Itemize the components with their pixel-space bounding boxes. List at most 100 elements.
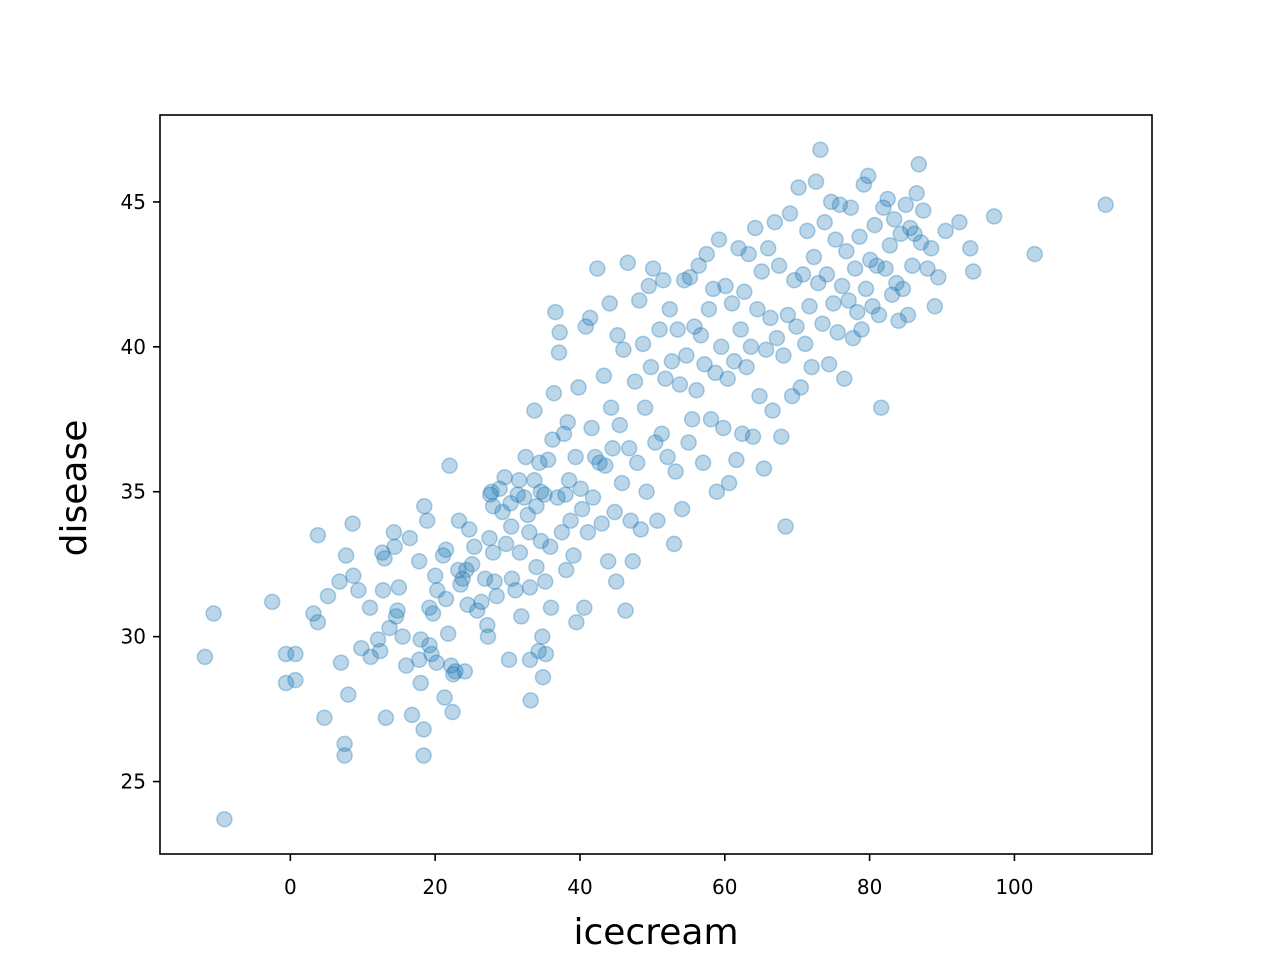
scatter-point: [846, 260, 864, 277]
scatter-point: [844, 329, 862, 347]
scatter-point: [537, 645, 555, 663]
y-tick-label: 40: [121, 335, 146, 359]
scatter-point: [536, 573, 554, 590]
scatter-point: [557, 561, 575, 579]
scatter-point: [683, 411, 701, 428]
scatter-point: [429, 582, 446, 599]
scatter-point: [914, 202, 932, 219]
scatter-point: [344, 515, 361, 532]
scatter-point: [579, 524, 597, 541]
scatter-point: [586, 448, 604, 466]
scatter-point: [636, 399, 654, 416]
scatter-point: [838, 242, 855, 260]
scatter-point: [788, 318, 805, 335]
scatter-point: [593, 515, 610, 532]
scatter-point: [859, 167, 877, 185]
scatter-point: [332, 654, 350, 671]
scatter-point: [497, 535, 515, 553]
scatter-point: [557, 486, 574, 503]
scatter-point: [567, 448, 584, 466]
scatter-point: [937, 222, 954, 240]
scatter-point: [460, 521, 478, 538]
scatter-point: [985, 208, 1003, 225]
scatter-point: [442, 657, 460, 674]
scatter-point: [376, 550, 393, 567]
scatter-point: [744, 428, 762, 445]
scatter-point: [415, 747, 432, 764]
scatter-point: [526, 471, 543, 489]
scatter-point: [507, 582, 524, 599]
scatter-point: [387, 608, 405, 625]
scatter-point: [316, 709, 333, 727]
scatter-point: [481, 529, 498, 547]
scatter-point: [640, 277, 658, 295]
scatter-point: [665, 535, 683, 553]
scatter-point: [820, 355, 838, 373]
scatter-point: [532, 532, 550, 550]
scatter-point: [515, 489, 533, 506]
scatter-point: [589, 260, 606, 277]
scatter-point: [904, 257, 921, 274]
scatter-point: [790, 179, 807, 196]
scatter-point: [386, 538, 403, 556]
scatter-point: [644, 260, 662, 277]
scatter-point: [855, 176, 873, 193]
scatter-point: [654, 271, 672, 289]
scatter-point: [620, 440, 638, 457]
y-tick-label: 35: [121, 480, 146, 504]
scatter-point: [749, 300, 766, 318]
scatter-point: [456, 663, 474, 680]
scatter-point: [681, 269, 699, 286]
scatter-point: [617, 602, 634, 619]
scatter-point: [581, 309, 599, 327]
scatter-point: [528, 497, 545, 515]
scatter-point: [770, 257, 788, 274]
scatter-point: [551, 324, 568, 341]
scatter-point: [361, 599, 379, 616]
scatter-point: [667, 463, 684, 480]
scatter-point: [544, 431, 561, 448]
scatter-point: [725, 353, 743, 370]
scatter-point: [503, 570, 521, 587]
scatter-point: [796, 335, 814, 353]
scatter-point: [436, 689, 453, 706]
scatter-point: [488, 587, 505, 605]
scatter-point: [340, 686, 357, 703]
scatter-point: [550, 344, 568, 361]
scatter-point: [599, 553, 617, 570]
scatter-point: [418, 512, 436, 529]
scatter-point: [522, 692, 539, 709]
scatter-point: [604, 440, 621, 457]
scatter-point: [801, 298, 818, 315]
scatter-point: [659, 448, 676, 466]
scatter-point: [894, 280, 912, 298]
scatter-point: [401, 529, 419, 547]
scatter-point: [560, 471, 578, 489]
scatter-point: [502, 495, 519, 512]
scatter-point: [336, 747, 353, 764]
scatter-point: [452, 576, 469, 593]
scatter-point: [773, 428, 790, 445]
scatter-point: [459, 596, 476, 614]
scatter-point: [853, 321, 870, 338]
scatter-point: [445, 666, 462, 683]
x-tick-label: 20: [422, 875, 447, 899]
scatter-point: [479, 616, 496, 634]
scatter-point: [424, 605, 442, 622]
scatter-point: [486, 573, 503, 590]
scatter-point: [439, 625, 457, 642]
scatter-point: [827, 231, 844, 248]
scatter-point: [410, 553, 428, 570]
scatter-point: [632, 521, 650, 538]
scatter-point: [628, 454, 646, 472]
scatter-point: [779, 306, 797, 324]
scatter-point: [441, 457, 458, 474]
scatter-point: [606, 503, 623, 521]
scatter-point: [615, 341, 632, 358]
x-tick-label: 0: [284, 875, 297, 899]
scatter-point: [814, 315, 831, 332]
scatter-point: [818, 266, 836, 283]
scatter-point: [686, 318, 703, 335]
scatter-point: [479, 628, 497, 645]
